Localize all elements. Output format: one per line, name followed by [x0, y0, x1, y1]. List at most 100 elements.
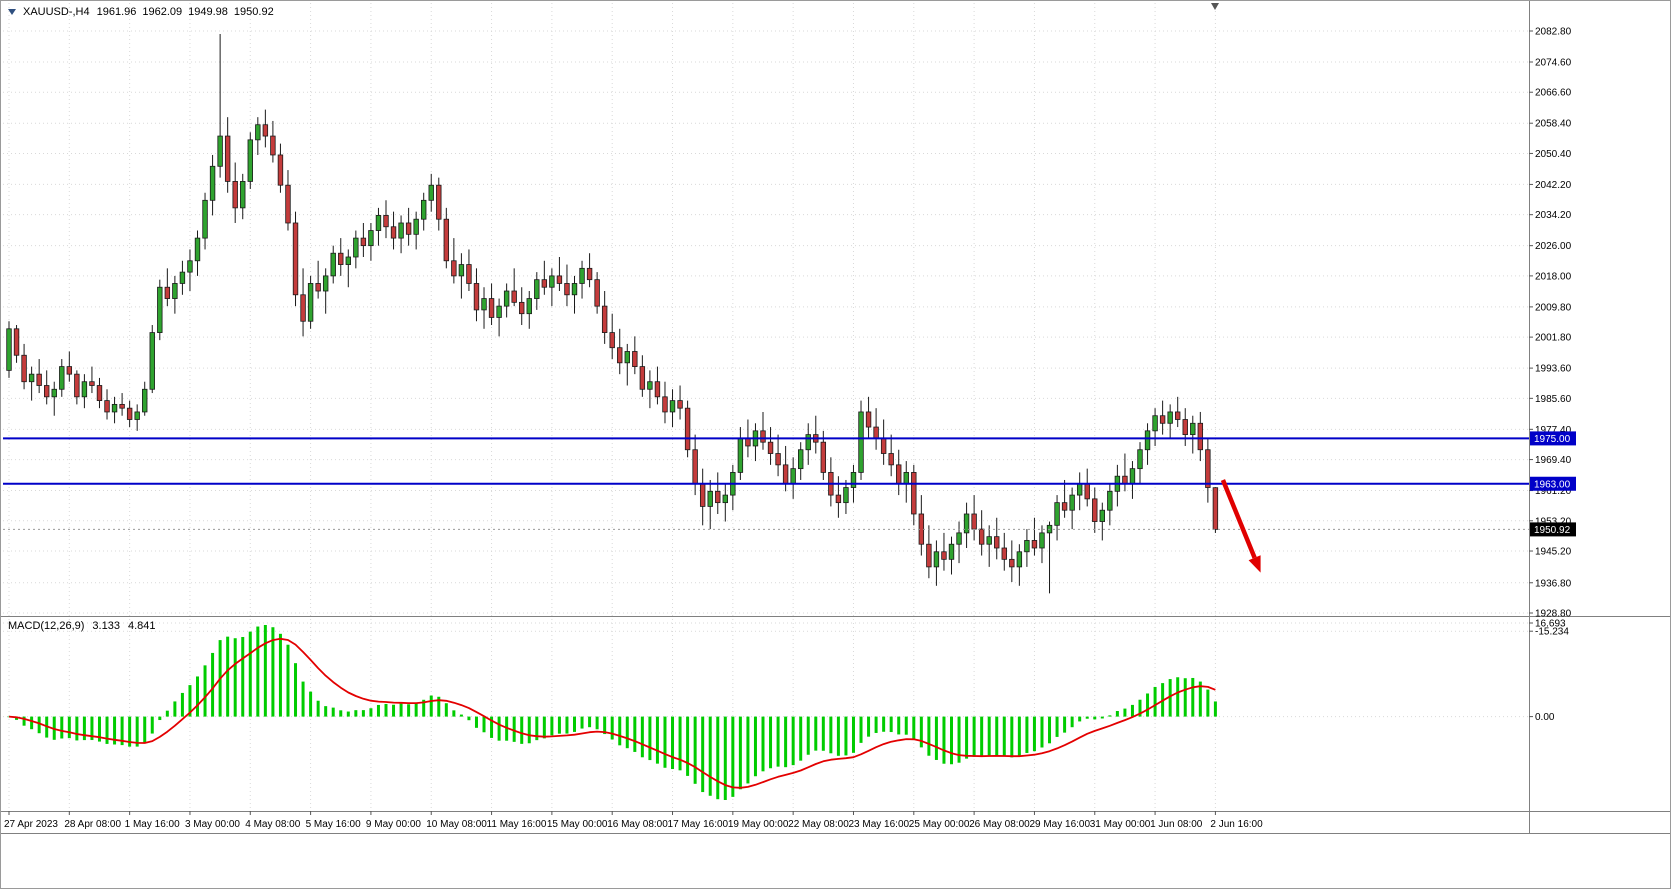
candle-body — [74, 373, 80, 398]
macd-value: 3.133 — [92, 620, 120, 632]
macd-bar — [474, 716, 478, 728]
grid-layer — [3, 3, 1529, 811]
macd-bar — [1085, 716, 1089, 719]
chart-shift-marker-icon[interactable] — [1211, 3, 1219, 10]
candle-body — [760, 430, 766, 443]
candle-body — [466, 264, 472, 284]
candle-body — [405, 222, 412, 235]
macd-bar — [497, 716, 501, 741]
date-label: 31 May 00:00 — [1090, 819, 1151, 830]
candle-body — [1016, 551, 1023, 568]
macd-bar — [633, 716, 637, 752]
macd-bar — [723, 716, 727, 800]
macd-bar — [806, 716, 810, 755]
candle-body — [873, 426, 879, 439]
macd-bar — [120, 716, 124, 746]
price-axis-label: 1953.20 — [1535, 516, 1572, 527]
candle-body — [541, 279, 548, 288]
macd-bar — [467, 716, 471, 721]
price-axis-label: 2050.40 — [1535, 149, 1572, 160]
macd-bar — [897, 716, 901, 735]
macd-bar — [942, 716, 946, 764]
candle-body — [481, 298, 487, 311]
candle-body — [654, 381, 661, 398]
macd-bar — [361, 710, 365, 717]
candle-body — [858, 411, 864, 473]
date-label: 27 Apr 2023 — [4, 819, 58, 830]
candle-body — [292, 222, 299, 296]
candle-body — [383, 215, 389, 228]
macd-bar — [927, 716, 931, 756]
price-axis-label: 2058.40 — [1535, 119, 1572, 130]
candle-body — [903, 472, 909, 485]
candle-body — [255, 124, 261, 141]
macd-bar — [196, 676, 199, 717]
macd-bar — [354, 710, 358, 717]
macd-bar — [542, 716, 546, 739]
macd-bar — [693, 716, 697, 784]
candle-body — [911, 472, 917, 515]
macd-bar — [15, 716, 19, 720]
candle-body — [1076, 483, 1083, 496]
macd-bar — [1123, 708, 1127, 717]
candle-body — [240, 181, 246, 209]
candle-body — [1001, 547, 1007, 560]
candle-body — [413, 218, 419, 235]
macd-bar — [188, 685, 192, 717]
macd-bar — [686, 716, 690, 776]
symbol-header: XAUUSD-,H4 1961.96 1962.09 1949.98 1950.… — [8, 6, 274, 18]
macd-bar — [799, 716, 803, 761]
candle-body — [142, 388, 148, 413]
date-label: 26 May 08:00 — [969, 819, 1030, 830]
price-axis-label: 1945.20 — [1535, 547, 1572, 558]
candle-body — [715, 490, 721, 504]
candle-body — [986, 536, 992, 545]
date-label: 29 May 16:00 — [1029, 819, 1090, 830]
candle-body — [353, 237, 359, 258]
candle-body — [1159, 415, 1166, 424]
candle-body — [639, 366, 646, 390]
candle-body — [390, 226, 397, 239]
candle-body — [933, 551, 940, 568]
candle-body — [1175, 411, 1181, 420]
macd-bar — [294, 663, 298, 717]
candle-body — [1099, 509, 1105, 522]
candle-body — [111, 403, 118, 413]
macd-bar — [655, 716, 659, 764]
candle-body — [224, 135, 231, 182]
macd-bar — [678, 716, 682, 771]
macd-bar — [980, 716, 984, 757]
macd-bar — [286, 644, 290, 717]
candle-body — [782, 464, 789, 485]
date-label: 5 May 16:00 — [306, 819, 361, 830]
macd-bar — [625, 716, 629, 749]
candle-body — [172, 283, 178, 299]
ohlc-low: 1949.98 — [188, 6, 228, 18]
macd-bar — [369, 708, 373, 717]
candle-body — [104, 400, 110, 413]
macd-bar — [1063, 716, 1067, 733]
price-axis-label: 16.693 — [1535, 619, 1566, 630]
candle-body — [1167, 411, 1173, 424]
candle-body — [1107, 490, 1113, 511]
candle-body — [1031, 540, 1038, 549]
price-axis-label: 1969.40 — [1535, 455, 1572, 466]
candle-body — [978, 528, 985, 545]
macd-bar — [1138, 699, 1142, 717]
candle-body — [601, 305, 608, 333]
price-axis-label: -15.234 — [1535, 627, 1569, 638]
trend-arrow[interactable] — [1220, 479, 1261, 573]
macd-bar — [82, 716, 86, 741]
macd-bar — [535, 716, 539, 741]
macd-bar — [671, 716, 675, 770]
candle-body — [994, 536, 1000, 549]
macd-bar — [331, 707, 335, 717]
candle-body — [1084, 483, 1090, 500]
macd-bar — [512, 716, 516, 742]
macd-bar — [1093, 716, 1097, 720]
macd-bar — [761, 716, 765, 772]
candle-body — [564, 283, 570, 296]
macd-bar — [143, 716, 147, 744]
